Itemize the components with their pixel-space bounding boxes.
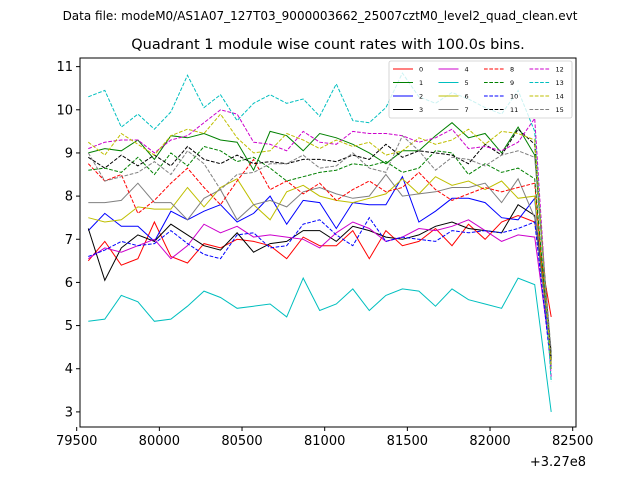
y-tick-label: 4 — [65, 362, 73, 377]
series-line-14 — [87, 113, 552, 369]
legend-label-2: 2 — [419, 93, 423, 101]
plot-area: 79500 80000 80500 81000 81500 82000 82500 3 4 5 6 7… — [56, 57, 593, 449]
y-tick-label: 3 — [65, 405, 73, 420]
legend-box — [388, 60, 573, 119]
x-tick-label: 82500 — [552, 434, 593, 449]
x-tick-label: 81500 — [387, 434, 428, 449]
series-line-12 — [88, 109, 552, 378]
figure-suptitle: Data file: modeM0/AS1A07_127T03_90000036… — [63, 9, 578, 23]
x-tick-label: 82000 — [469, 434, 510, 449]
series-line-8 — [87, 158, 552, 365]
series-line-15 — [87, 134, 552, 352]
y-tick-label: 10 — [56, 103, 73, 118]
series-line-13 — [88, 72, 552, 382]
chart-title: Quadrant 1 module wise count rates with … — [131, 37, 525, 53]
y-tick-label: 7 — [65, 233, 73, 248]
y-tick-label: 6 — [65, 276, 73, 291]
legend-label-14: 14 — [556, 93, 564, 101]
legend-label-4: 4 — [465, 66, 469, 74]
y-tick-label: 11 — [56, 60, 73, 75]
legend-label-3: 3 — [419, 106, 423, 114]
x-axis-offset-label: +3.27e8 — [530, 455, 586, 470]
y-tick-label: 5 — [65, 319, 73, 334]
series-line-3 — [87, 203, 552, 352]
series-line-2 — [87, 175, 552, 369]
legend-label-13: 13 — [556, 79, 564, 87]
series-line-4 — [88, 219, 552, 361]
legend-label-11: 11 — [510, 106, 518, 114]
legend-label-8: 8 — [510, 66, 514, 74]
legend-label-6: 6 — [465, 93, 469, 101]
x-tick-label: 81000 — [304, 434, 345, 449]
x-tick-label: 79500 — [56, 434, 97, 449]
legend-label-9: 9 — [510, 79, 514, 87]
legend-label-0: 0 — [419, 66, 423, 74]
legend-label-1: 1 — [419, 79, 423, 87]
series-line-9 — [88, 145, 552, 365]
x-tick-label: 80500 — [221, 434, 262, 449]
series-group — [87, 72, 552, 412]
y-tick-label: 9 — [65, 146, 73, 161]
series-line-6 — [88, 176, 552, 361]
axes-frame — [79, 57, 577, 428]
y-tick-label: 8 — [65, 190, 73, 205]
series-line-11 — [88, 128, 552, 361]
series-line-10 — [88, 216, 552, 369]
x-tick-label: 80000 — [139, 434, 180, 449]
legend-label-10: 10 — [510, 93, 518, 101]
series-line-7 — [88, 173, 552, 356]
legend-label-15: 15 — [556, 106, 564, 114]
legend-label-12: 12 — [556, 66, 564, 74]
series-line-1 — [88, 122, 552, 356]
legend-label-5: 5 — [465, 79, 469, 87]
legend-label-7: 7 — [465, 106, 469, 114]
series-line-5 — [88, 276, 552, 412]
